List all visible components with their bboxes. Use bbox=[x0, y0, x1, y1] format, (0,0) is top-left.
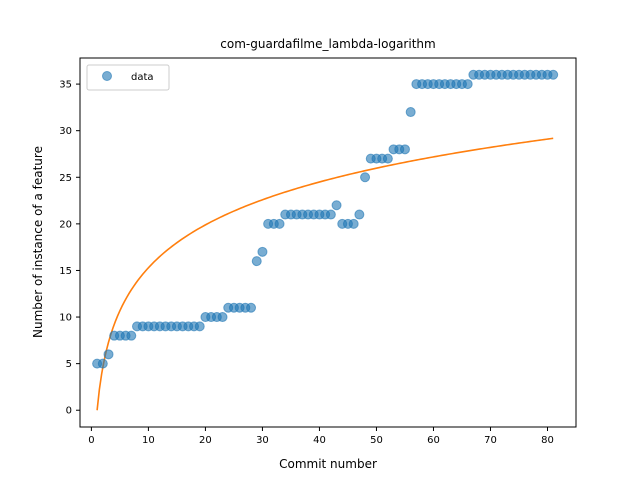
y-tick-label: 5 bbox=[66, 359, 72, 370]
data-point bbox=[274, 218, 285, 229]
legend-label-data: data bbox=[131, 72, 154, 83]
x-tick-label: 50 bbox=[370, 435, 383, 446]
data-point bbox=[97, 358, 108, 369]
x-tick-label: 0 bbox=[88, 435, 94, 446]
y-axis: 0 5 10 15 20 25 30 35 bbox=[59, 80, 80, 417]
data-point bbox=[405, 107, 416, 118]
data-point bbox=[360, 172, 371, 183]
x-tick-label: 40 bbox=[313, 435, 326, 446]
data-point bbox=[331, 200, 342, 211]
y-tick-label: 10 bbox=[59, 313, 72, 324]
points-layer bbox=[92, 69, 559, 369]
x-tick-label: 60 bbox=[427, 435, 440, 446]
data-point bbox=[257, 246, 268, 257]
data-point bbox=[251, 256, 262, 267]
plot-area bbox=[80, 58, 576, 427]
data-point bbox=[462, 79, 473, 90]
fit-layer bbox=[96, 137, 554, 411]
data-point bbox=[382, 153, 393, 164]
data-point bbox=[217, 312, 228, 323]
data-point bbox=[399, 144, 410, 155]
x-axis: 0 10 20 30 40 50 60 70 80 bbox=[88, 427, 554, 446]
y-axis-title: Number of instance of a feature bbox=[31, 146, 45, 338]
data-point bbox=[246, 302, 257, 313]
y-tick-label: 15 bbox=[59, 266, 72, 277]
x-axis-title: Commit number bbox=[279, 457, 377, 471]
data-point bbox=[354, 209, 365, 220]
x-tick-label: 20 bbox=[199, 435, 212, 446]
data-point bbox=[126, 330, 137, 341]
x-tick-label: 10 bbox=[142, 435, 155, 446]
x-tick-label: 30 bbox=[256, 435, 269, 446]
y-tick-label: 25 bbox=[59, 173, 72, 184]
fit-line bbox=[96, 137, 554, 411]
data-point bbox=[348, 218, 359, 229]
data-point bbox=[548, 69, 559, 80]
legend-marker-data bbox=[102, 71, 112, 81]
y-tick-label: 30 bbox=[59, 126, 72, 137]
x-tick-label: 70 bbox=[484, 435, 497, 446]
chart-title: com-guardafilme_lambda-logarithm bbox=[220, 37, 435, 51]
data-point bbox=[103, 349, 114, 360]
plot-frame bbox=[79, 57, 577, 428]
x-tick-label: 80 bbox=[541, 435, 554, 446]
y-tick-label: 0 bbox=[66, 406, 72, 417]
data-point bbox=[194, 321, 205, 332]
y-tick-label: 35 bbox=[59, 80, 72, 91]
y-tick-label: 20 bbox=[59, 219, 72, 230]
legend: data bbox=[86, 64, 170, 91]
data-point bbox=[325, 209, 336, 220]
legend-frame bbox=[86, 64, 170, 91]
